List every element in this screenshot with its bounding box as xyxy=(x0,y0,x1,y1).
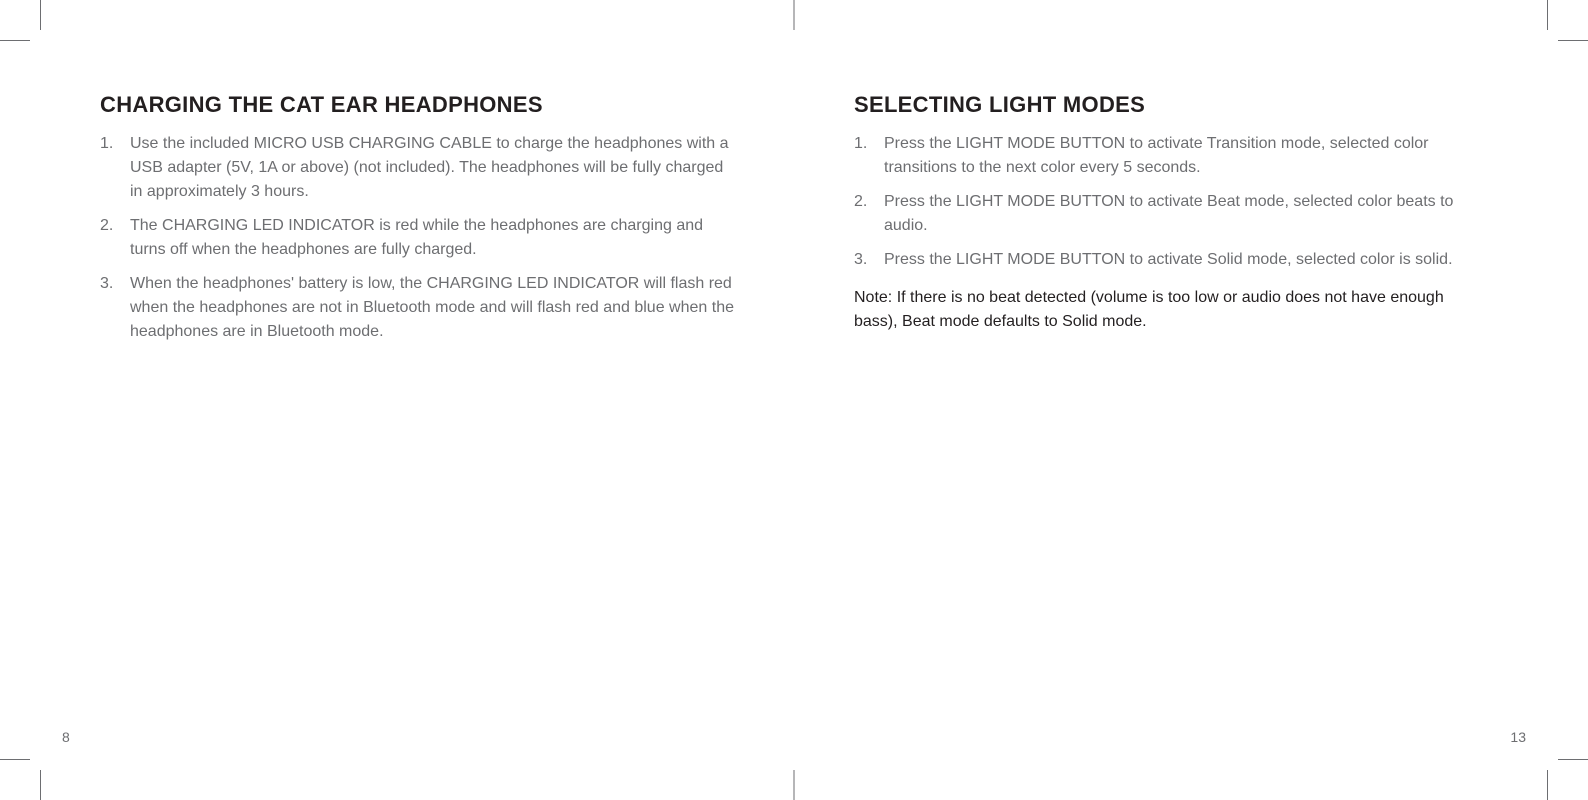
page-number: 13 xyxy=(1510,729,1526,745)
right-page: SELECTING LIGHT MODES Press the LIGHT MO… xyxy=(794,0,1588,800)
list-item: The CHARGING LED INDICATOR is red while … xyxy=(100,214,734,262)
list-item: Use the included MICRO USB CHARGING CABL… xyxy=(100,132,734,204)
list-item: Press the LIGHT MODE BUTTON to activate … xyxy=(854,190,1488,238)
page-number: 8 xyxy=(62,729,70,745)
list-item: When the headphones' battery is low, the… xyxy=(100,272,734,344)
instruction-list: Press the LIGHT MODE BUTTON to activate … xyxy=(854,132,1488,272)
list-item: Press the LIGHT MODE BUTTON to activate … xyxy=(854,132,1488,180)
section-heading: SELECTING LIGHT MODES xyxy=(854,92,1488,118)
page-spread: CHARGING THE CAT EAR HEADPHONES Use the … xyxy=(0,0,1588,800)
list-item: Press the LIGHT MODE BUTTON to activate … xyxy=(854,248,1488,272)
note-text: Note: If there is no beat detected (volu… xyxy=(854,286,1488,334)
left-page: CHARGING THE CAT EAR HEADPHONES Use the … xyxy=(0,0,794,800)
section-heading: CHARGING THE CAT EAR HEADPHONES xyxy=(100,92,734,118)
instruction-list: Use the included MICRO USB CHARGING CABL… xyxy=(100,132,734,344)
